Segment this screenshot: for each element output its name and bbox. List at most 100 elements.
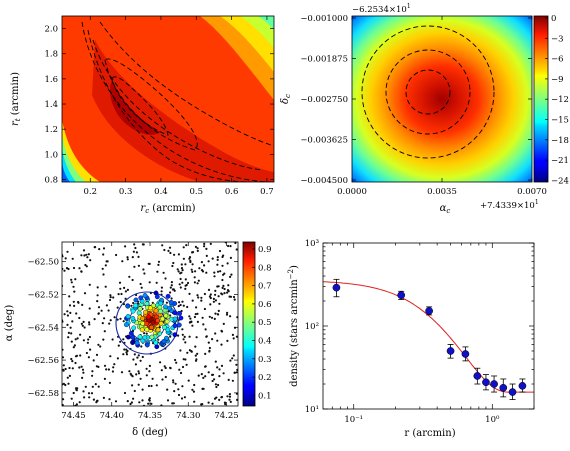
field-star [181,269,184,272]
field-star [196,247,199,250]
field-star [108,322,111,325]
field-star [181,281,184,284]
field-star [173,253,176,256]
field-star [208,349,211,352]
field-star [72,391,75,395]
field-star [179,303,182,307]
field-star [194,245,197,248]
x-tick-label: 0.0000 [337,187,367,197]
member-star [158,300,164,306]
field-star [231,333,234,336]
field-star [81,324,84,327]
x-tick-label: 0.5 [190,187,204,197]
field-star [134,363,137,366]
field-star [88,307,91,310]
field-star [71,257,74,260]
x-tick-label: 0.0035 [427,187,457,197]
data-point [425,307,433,315]
field-star [141,355,144,359]
field-star [132,250,135,253]
field-star [184,263,187,266]
field-star [155,384,158,387]
field-star [190,350,193,353]
field-star [221,264,224,267]
field-star [205,271,208,274]
field-star [120,292,123,296]
member-star [172,332,178,338]
field-star [180,263,183,266]
y-tick-label: −0.002750 [300,95,348,105]
field-star [122,320,125,323]
field-star [223,401,227,404]
colorbar-frame [242,241,256,407]
y-axis-label: α (deg) [4,305,15,342]
field-star [131,256,134,259]
field-star [91,385,94,388]
member-star [155,327,161,333]
field-star [74,361,77,365]
field-star [213,317,216,320]
field-star [229,245,232,248]
field-star [228,395,232,398]
field-star [209,242,212,245]
field-star [221,278,224,282]
field-star [193,315,196,319]
member-star [142,335,148,340]
field-star [179,272,182,275]
field-star [208,295,211,298]
x-tick-label: 10⁻¹ [344,415,363,425]
field-star [148,364,151,367]
member-star [163,304,168,310]
field-star [182,257,185,260]
field-star [203,264,206,267]
likelihood-heatmap-rc-rt [62,16,274,182]
field-star [73,304,76,307]
member-star [158,308,163,314]
field-star [80,322,83,325]
x-tick-label: 0.4 [154,187,168,197]
data-point [473,372,482,380]
field-star [81,376,84,379]
field-star [214,332,217,335]
field-star [188,335,191,338]
member-star [157,304,163,310]
colorbar-tick-label: 0.9 [258,245,272,255]
field-star [216,256,219,259]
member-star [138,295,144,301]
field-star [87,338,90,341]
field-star [177,270,180,273]
field-star [91,374,94,377]
field-star [214,299,217,302]
field-star [133,389,136,393]
field-star [228,398,231,401]
field-star [116,357,119,360]
field-star [92,359,95,362]
field-star [130,304,133,307]
member-star [165,293,171,299]
field-star [177,334,180,337]
field-star [165,301,168,304]
likelihood-heatmap-center [352,16,532,182]
field-star [172,379,175,382]
field-star [95,365,98,368]
field-star [227,378,230,381]
field-star [137,370,140,373]
field-star [188,349,191,352]
field-star [177,388,180,391]
field-star [216,263,219,266]
field-star [213,378,216,381]
field-star [205,247,208,250]
field-star [183,396,186,399]
field-star [126,400,129,403]
field-star [96,286,99,289]
field-star [97,343,100,346]
field-star [184,341,187,344]
field-star [222,322,225,325]
field-star [200,373,203,376]
field-star [105,304,108,307]
field-star [87,253,90,256]
field-star [120,371,124,374]
field-star [72,346,75,349]
field-star [214,312,217,315]
member-star [128,330,134,336]
